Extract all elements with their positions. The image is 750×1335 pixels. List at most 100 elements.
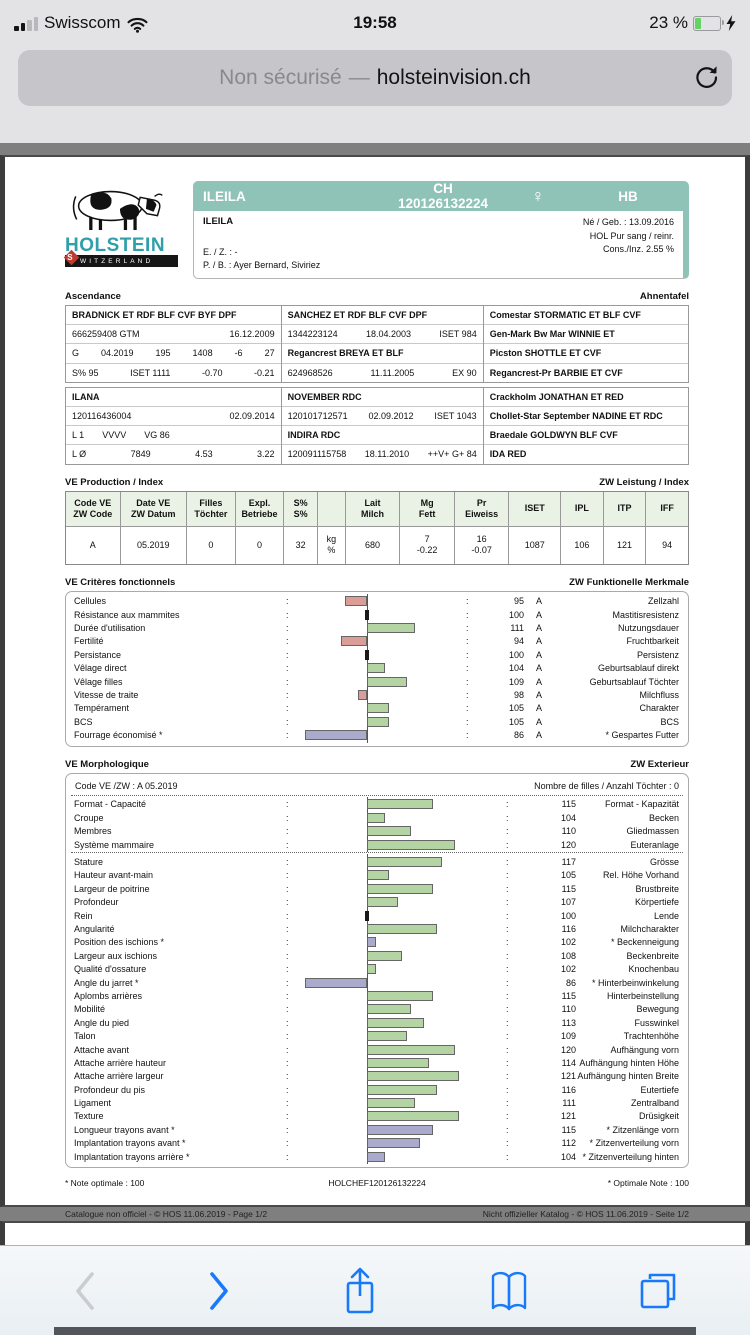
production-header-cell: IPL [561,491,603,527]
pedigree-column: NOVEMBER RDC 120101712571 02.09.2012 ISET 1… [280,387,483,464]
trait-label-fr: Durée d'utilisation [74,622,146,633]
trait-bar-zone [298,854,506,871]
bookmarks-button[interactable] [489,1267,529,1315]
carrier-label: Swisscom [44,13,121,32]
pedigree-text: L Ø [72,449,87,460]
trait-bar [367,1124,433,1135]
url-label: holsteinvision.ch [376,66,531,89]
trait-bar-zone [298,1028,506,1045]
trait-label-de: * Zitzenverteilung hinten [582,1151,679,1162]
colon: : [286,1138,289,1149]
colon: : [506,1004,509,1015]
trait-label-de: * Gespartes Futter [605,730,679,741]
animal-id: CH 120126132224 [397,181,489,211]
colon: : [506,812,509,823]
colon: : [286,924,289,934]
trait-bar-zone [298,1122,506,1138]
colon: : [506,1124,509,1135]
pedigree-text: 02.09.2012 [368,411,414,422]
pedigree-title-fr: Ascendance [65,291,121,302]
home-strip [54,1327,696,1335]
trait-label-de: Fusswinkel [634,1017,679,1028]
colon: : [506,910,509,921]
page-separator-bottom [0,1207,750,1221]
trait-value: 86 [513,730,524,741]
trait-label-fr: Attache arrière largeur [74,1071,164,1082]
production-value-cell: 16 -0.07 [471,534,492,555]
trait-bar-zone [298,974,506,991]
trait-label-de: Gliedmassen [626,826,679,837]
trait-bar [367,1004,411,1015]
trait-bar [367,622,416,633]
pedigree-cell: INDIRA RDC [281,426,483,446]
production-table: Code VE ZW Code A Date VE ZW Datum 05.2019 Fil… [65,490,689,565]
pedigree-cell: BRADNICK ET RDF BLF CVF BYF DPF [66,306,281,326]
pedigree-text: INDIRA RDC [287,430,341,441]
trait-value: 117 [561,857,576,868]
trait-grade: A [535,622,542,633]
address-bar[interactable]: Non sécurisé — holsteinvision.ch [18,50,732,106]
trait-bar [367,1098,416,1109]
chart-row: Implantation trayons avant *:: 112 * Zitze… [66,1135,688,1152]
pedigree-cell: Gen-Mark Bw Mar WINNIE ET [483,325,688,345]
colon: : [506,799,509,810]
tabs-button[interactable] [638,1267,678,1315]
trait-bar-zone [298,894,506,911]
chart-row: Angle du jarret *:: 86 * Hinterbeinwinkelu… [66,974,688,991]
pedigree-text: 195 [155,348,171,359]
trait-grade: A [535,596,542,607]
colon: : [286,910,289,921]
trait-label-fr: Largeur de poitrine [74,883,150,894]
trait-value: 100 [508,649,524,660]
pedigree-text: 11.11.2005 [370,367,415,378]
trait-bar-zone [298,606,466,623]
trait-label-de: Geburtsablauf Töchter [589,676,679,687]
trait-bar [367,812,385,823]
trait-grade: A [535,716,542,727]
production-value-cell: 106 [574,539,590,550]
trait-value: 120 [560,839,576,850]
colon: : [286,649,289,660]
forward-button[interactable] [207,1267,232,1315]
trait-bar-zone [298,1148,506,1165]
trait-label-fr: Angle du pied [74,1017,130,1028]
colon: : [286,950,289,961]
pedigree-text: 3.22 [257,449,275,460]
chart-row: Largeur de poitrine:: 115 Brustbreite [66,881,688,897]
trait-bar [367,703,389,714]
pedigree-text: 120091115758 [287,449,347,460]
trait-bar [367,937,376,948]
reload-button[interactable] [693,63,720,93]
pedigree-text: 16.12.2009 [229,329,275,340]
trait-label-fr: Résistance aux mammites [74,609,180,620]
colon: : [506,1057,509,1068]
animal-name-line: ILEILA [203,216,234,227]
pedigree-text: VG 86 [144,430,170,441]
colon: : [466,609,469,620]
colon: : [286,1044,289,1055]
security-label: Non sécurisé [219,66,342,89]
trait-bar-zone [298,1081,506,1098]
trait-zero-tick [365,649,369,660]
chart-row: Mobilité:: 110 Bewegung [66,1001,688,1018]
trait-bar-zone [298,727,466,744]
chart-row: Attache arrière largeur:: 121 Aufhängung h… [66,1068,688,1085]
trait-label-de: * Hinterbeinwinkelung [591,977,679,988]
trait-label-fr: Position des ischions * [74,937,165,948]
trait-value: 107 [560,897,576,908]
functional-title-de: ZW Funktionelle Merkmale [569,576,689,588]
colon: : [466,649,469,660]
pedigree-cell: Picston SHOTTLE ET CVF [483,344,688,364]
pedigree-text: 02.09.2014 [229,411,275,422]
colon: : [506,1138,509,1149]
wifi-icon [126,17,148,33]
trait-bar-zone [298,1041,506,1058]
chart-row: Système mammaire:: 120 Euteranlage [66,836,688,853]
trait-label-fr: Profondeur [74,897,119,908]
colon: : [286,990,289,1001]
share-button[interactable] [341,1267,379,1315]
back-button[interactable] [72,1267,97,1315]
colon: : [286,596,289,607]
trait-bar [367,897,398,908]
colon: : [286,1071,289,1082]
